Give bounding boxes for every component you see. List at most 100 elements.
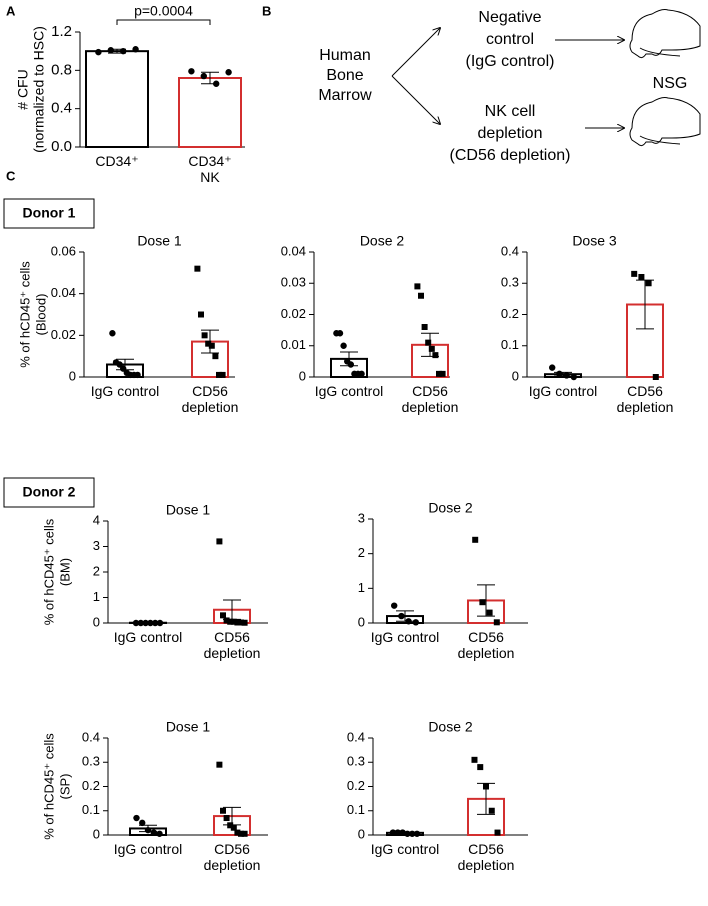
data-point	[156, 619, 164, 627]
data-point	[638, 274, 645, 280]
x-tick-label: CD56 depletion	[457, 629, 515, 661]
y-tick-label: 0	[358, 826, 365, 841]
chart-title: Dose 2	[428, 719, 473, 735]
data-point	[404, 830, 411, 837]
data-point	[347, 361, 354, 368]
y-tick-label: 0.06	[51, 243, 76, 258]
significance-bracket	[116, 19, 211, 25]
data-point	[439, 370, 446, 377]
x-tick-label: CD56 depletion	[616, 383, 674, 415]
data-point	[142, 619, 149, 627]
chart-title: Dose 1	[166, 502, 211, 518]
y-tick-label: 0.04	[51, 285, 76, 300]
data-point	[198, 311, 204, 318]
data-point	[201, 332, 208, 339]
data-point	[472, 536, 479, 543]
data-point	[220, 612, 226, 619]
data-point	[132, 46, 139, 53]
section-box	[3, 198, 95, 229]
y-axis-label: # CFU	[15, 69, 31, 109]
data-point	[216, 538, 223, 545]
y-tick-label: 0	[299, 368, 306, 383]
chart-title: Dose 2	[428, 500, 473, 516]
data-point	[421, 324, 428, 330]
chart-title: Dose 3	[572, 233, 617, 249]
data-point	[216, 371, 222, 378]
diagram-text: Negative	[478, 9, 541, 26]
y-tick-label: 2	[93, 563, 100, 578]
data-point	[152, 619, 159, 627]
x-tick-label: IgG control	[528, 383, 598, 399]
data-point	[216, 761, 223, 768]
data-point	[219, 371, 226, 378]
diagram-text: Human	[319, 47, 371, 64]
y-axis-label: % of hCD45⁺ cells	[41, 518, 56, 625]
y-tick-label: 0.3	[347, 754, 365, 769]
mouse-icon	[629, 97, 701, 147]
data-point	[483, 783, 489, 790]
y-tick-label: 0	[93, 826, 100, 841]
diagram-text: NSG	[653, 75, 688, 92]
diagram-text: NK cell	[485, 103, 536, 120]
bar	[178, 77, 242, 148]
y-tick-label: 0.04	[281, 243, 306, 258]
x-tick-label: IgG control	[314, 383, 384, 399]
y-tick-label: 0.4	[51, 100, 72, 117]
data-point	[336, 330, 344, 337]
data-point	[488, 807, 495, 814]
data-point	[137, 619, 144, 627]
y-tick-label: 0.8	[51, 61, 72, 78]
data-point	[227, 618, 234, 625]
data-point	[95, 48, 102, 56]
data-point	[109, 330, 116, 337]
x-tick-label: CD56 depletion	[401, 383, 459, 415]
x-tick-label: IgG control	[370, 841, 440, 857]
data-point	[549, 364, 556, 371]
y-tick-label: 0.4	[501, 243, 519, 258]
x-tick-label: CD56 depletion	[203, 629, 261, 661]
data-point	[494, 829, 501, 836]
arrow	[391, 75, 440, 124]
panel-label: B	[262, 3, 271, 18]
y-tick-label: 1	[93, 589, 100, 604]
panel-label: C	[6, 168, 16, 183]
y-tick-label: 0.1	[501, 337, 519, 352]
data-point	[493, 619, 500, 626]
y-tick-label: 3	[93, 538, 100, 553]
y-tick-label: 0.2	[347, 778, 365, 793]
y-tick-label: 0.0	[51, 138, 72, 155]
data-point	[645, 280, 652, 287]
data-point	[394, 829, 401, 836]
data-point	[223, 617, 230, 624]
data-point	[570, 373, 577, 381]
y-tick-label: 0.01	[281, 337, 306, 352]
data-point	[436, 370, 442, 377]
data-point	[412, 619, 419, 626]
data-point	[432, 352, 439, 359]
data-point	[205, 340, 212, 347]
y-tick-label: 0.02	[51, 327, 76, 342]
data-point	[471, 756, 478, 763]
y-axis-label: (normalized to HSC)	[31, 26, 47, 153]
x-tick-label: IgG control	[370, 629, 440, 645]
y-tick-label: 0.1	[82, 802, 100, 817]
data-point	[230, 824, 237, 831]
chart-title: Dose 1	[137, 233, 182, 249]
x-tick-label: CD56 depletion	[457, 841, 515, 873]
x-tick-label: IgG control	[113, 841, 183, 857]
diagram-text: (IgG control)	[466, 53, 555, 70]
data-point	[225, 69, 232, 76]
data-point	[120, 365, 127, 372]
x-tick-label: CD56 depletion	[181, 383, 239, 415]
data-point	[156, 830, 163, 837]
section-title: Donor 2	[23, 484, 76, 500]
y-tick-label: 4	[93, 512, 100, 527]
data-point	[418, 292, 424, 299]
bar	[85, 50, 149, 149]
data-point	[238, 619, 244, 626]
y-tick-label: 0	[512, 368, 519, 383]
y-axis-label: (BM)	[57, 558, 72, 586]
data-point	[409, 830, 416, 837]
x-tick-label: CD34⁺	[95, 153, 139, 169]
